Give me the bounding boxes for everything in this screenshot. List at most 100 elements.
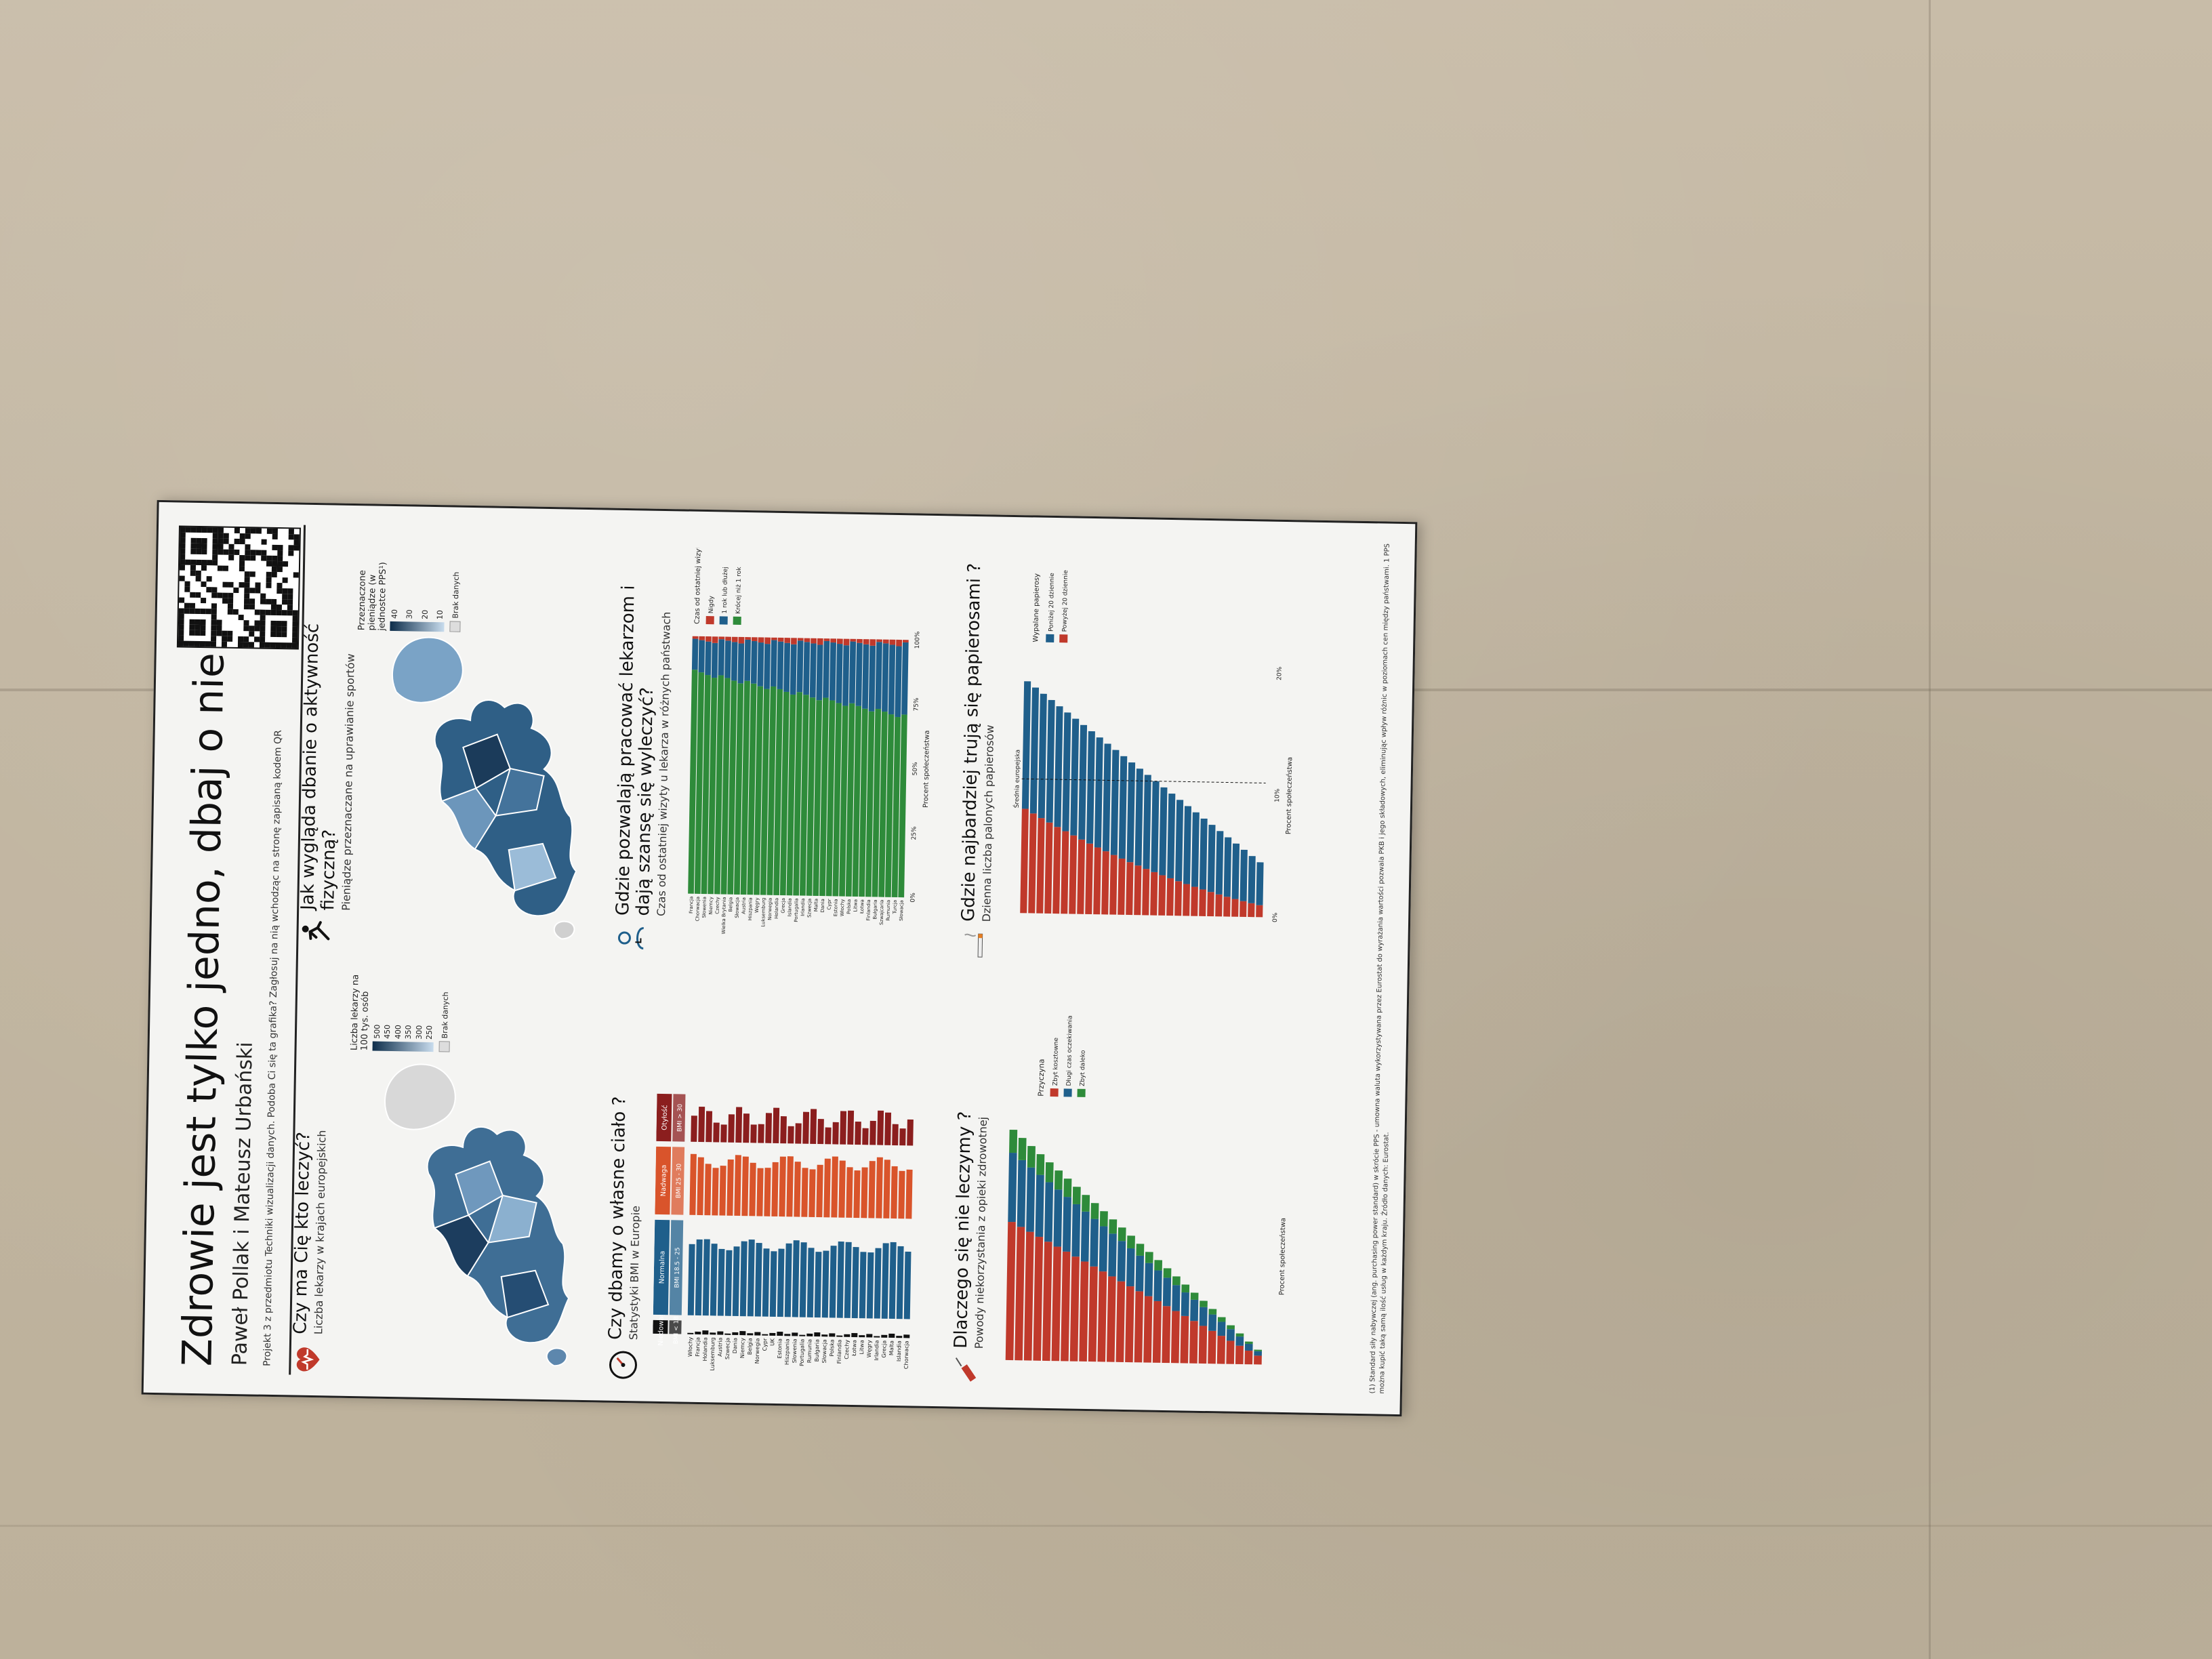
unmet-panel: Dlaczego się nie leczymy ? Powody niekor… <box>950 980 1323 1393</box>
bmi-bar <box>732 1332 739 1336</box>
visits-bar <box>836 644 843 703</box>
bmi-country-label: Polska <box>829 1339 835 1356</box>
bmi-facet-label: Niedowaga <box>657 1308 665 1346</box>
visits-bar <box>727 680 737 895</box>
visits-country-label: Chorwacja <box>695 897 701 922</box>
bmi-bar <box>691 1115 697 1142</box>
bmi-bar <box>881 1243 889 1319</box>
smoking-tick: 0% <box>1272 912 1279 922</box>
unmet-bar <box>1079 1261 1089 1362</box>
smoking-bar <box>1054 706 1063 827</box>
bmi-bar <box>719 1166 726 1216</box>
bmi-bar <box>825 1127 832 1145</box>
qr-code[interactable] <box>176 525 301 650</box>
smoking-bar <box>1052 827 1061 914</box>
bmi-bar <box>762 1248 770 1317</box>
bmi-bar <box>786 1156 794 1217</box>
bmi-bar <box>838 1160 846 1218</box>
bmi-range-header <box>669 1220 684 1315</box>
legend-tick: 30 <box>405 609 415 619</box>
unmet-subtitle: Powody niekorzystania z opieki zdrowotne… <box>972 1116 989 1349</box>
visits-bar <box>891 716 901 898</box>
bmi-bar <box>771 1162 779 1217</box>
bmi-bar <box>851 1332 858 1338</box>
visits-country-label: Słowacja <box>735 897 741 918</box>
smoking-legend-label: Poniżej 20 dziennie <box>1048 573 1056 632</box>
visits-legend-title: Czas od ostatniej wizyty <box>694 548 703 624</box>
bmi-bar <box>821 1334 828 1337</box>
bmi-range-label: BMI > 30 <box>677 1103 684 1132</box>
visits-bar <box>797 638 804 641</box>
unmet-bar <box>1109 1219 1118 1234</box>
visits-bar <box>863 639 869 644</box>
no-data-label: Brak danych <box>440 991 450 1039</box>
smoking-bar <box>1029 687 1040 814</box>
visits-bar <box>823 640 830 698</box>
unmet-legend-label: Zbyt kosztowne <box>1052 1038 1060 1086</box>
visits-bar <box>770 640 777 687</box>
smoking-bar <box>1191 812 1200 887</box>
bmi-bar <box>687 1332 694 1334</box>
visits-legend-label: Krócej niż 1 rok <box>735 567 743 614</box>
bmi-bar <box>844 1334 851 1337</box>
unmet-bar <box>1235 1333 1244 1337</box>
visits-bar <box>734 683 744 895</box>
bmi-country-label: Malta <box>888 1340 895 1355</box>
smoking-bar <box>1191 886 1198 916</box>
bmi-bar <box>869 1120 876 1145</box>
bmi-bar <box>747 1239 755 1317</box>
bmi-bar <box>702 1330 709 1335</box>
visits-country-label: Łotwa <box>859 899 865 914</box>
bmi-bar <box>795 1123 802 1144</box>
visits-bar <box>898 714 907 898</box>
visits-country-label: Belgia <box>728 897 733 912</box>
unmet-bar <box>1162 1306 1171 1364</box>
sport-map <box>392 636 577 940</box>
unmet-bar <box>1051 1246 1062 1361</box>
smoking-bar <box>1134 865 1142 916</box>
bmi-bar <box>861 1167 868 1218</box>
visits-bar <box>895 646 902 718</box>
visits-bar <box>705 636 712 642</box>
smoking-bar <box>1046 699 1055 823</box>
smoking-bar <box>1044 822 1053 914</box>
sport-legend-title: Przeznaczone pieniądze (w jednostce PPS¹… <box>356 562 389 631</box>
bmi-bar <box>799 1242 807 1317</box>
unmet-bar <box>1027 1146 1036 1168</box>
bmi-bar <box>896 1246 904 1319</box>
unmet-bar <box>1127 1235 1135 1249</box>
unmet-legend-swatch <box>1077 1088 1086 1097</box>
visits-bar <box>705 641 712 676</box>
unmet-bar <box>1097 1271 1107 1362</box>
visits-bar <box>875 642 882 710</box>
bmi-country-label: Chorwacja <box>903 1340 910 1369</box>
visits-country-label: Luksemburg <box>760 898 766 927</box>
unmet-bar <box>1145 1252 1153 1263</box>
bmi-bar <box>903 1251 912 1319</box>
bmi-bar <box>724 1250 733 1316</box>
bmi-bar <box>762 1334 769 1336</box>
bmi-country-label: Włochy <box>687 1336 694 1357</box>
smoking-bar <box>1069 835 1078 914</box>
bmi-country-label: Słowacja <box>821 1339 828 1363</box>
visits-bar <box>771 637 777 640</box>
visits-bar <box>796 640 804 693</box>
bmi-bar <box>717 1248 725 1316</box>
bmi-bar <box>777 1248 785 1317</box>
visits-bar <box>859 708 868 897</box>
unmet-bar <box>1045 1162 1054 1183</box>
visits-country-label: Szwecja <box>806 899 812 918</box>
visits-bar <box>714 675 724 895</box>
smoking-bar <box>1077 839 1086 914</box>
bmi-bar <box>801 1168 808 1217</box>
bmi-country-label: Słowenia <box>792 1338 798 1363</box>
visits-bar <box>842 645 850 706</box>
visits-country-label: Słowenia <box>701 897 708 918</box>
visits-country-label: Portugalia <box>794 898 800 922</box>
bmi-panel: Czy dbamy o własne ciało ? Statystyki BM… <box>605 974 937 1386</box>
bmi-bar <box>735 1107 743 1143</box>
unmet-bar <box>1071 1204 1081 1257</box>
visits-legend-swatch <box>705 616 714 625</box>
bmi-bar <box>779 1156 786 1217</box>
bmi-bar <box>847 1110 855 1145</box>
